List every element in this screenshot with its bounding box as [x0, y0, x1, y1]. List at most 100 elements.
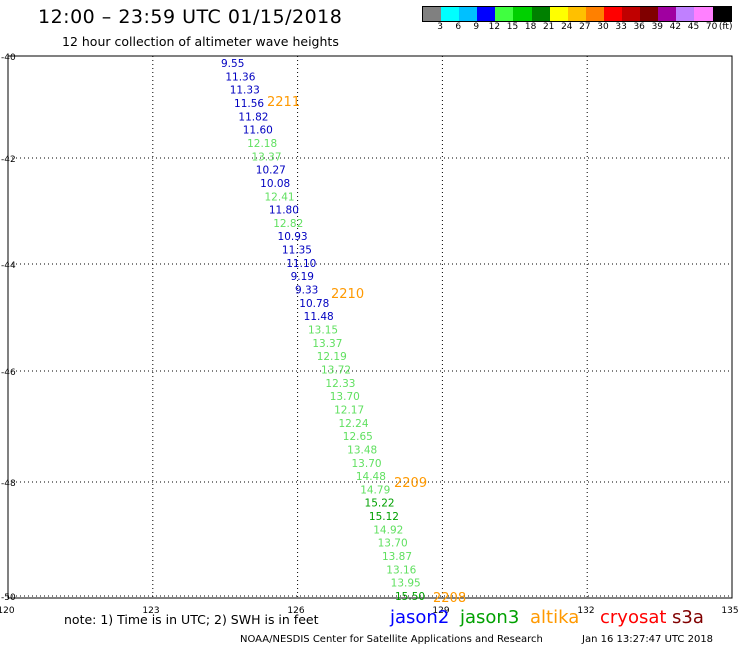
color-scale-label: 18 [524, 22, 537, 32]
color-swatch [477, 7, 496, 21]
wave-height-value: 13.70 [352, 458, 382, 470]
latitude-tick-label: -48 [1, 479, 16, 489]
longitude-tick-label: 132 [577, 606, 594, 616]
wave-height-value: 13.16 [386, 564, 416, 576]
color-swatch [567, 7, 586, 21]
wave-height-value: 12.18 [247, 138, 277, 150]
wave-height-value: 12.41 [265, 191, 295, 203]
longitude-tick-label: 120 [0, 606, 15, 616]
wave-height-value: 9.55 [221, 58, 244, 70]
wave-height-value: 9.33 [295, 285, 318, 297]
color-swatch [658, 7, 677, 21]
color-scale-label: 30 [597, 22, 609, 32]
satellite-legend-s3a: s3a [672, 607, 704, 628]
wave-height-value: 10.93 [278, 231, 308, 243]
wave-height-value: 12.33 [325, 378, 355, 390]
wave-height-value: 10.08 [260, 178, 290, 190]
wave-height-value: 10.78 [299, 298, 329, 310]
wave-height-value: 12.19 [317, 351, 347, 363]
units-note: note: 1) Time is in UTC; 2) SWH is in fe… [64, 612, 319, 627]
color-swatch [423, 7, 442, 21]
wave-height-value: 12.17 [334, 404, 364, 416]
color-scale-label: 6 [455, 22, 462, 32]
color-scale-label: 70 [705, 22, 718, 32]
page-title: 12:00 – 23:59 UTC 01/15/2018 [38, 6, 343, 28]
color-scale-label: 33 [615, 22, 627, 32]
latitude-tick-label: -42 [1, 155, 16, 165]
wave-height-value: 13.15 [308, 325, 338, 337]
color-swatch [513, 7, 532, 21]
wave-height-value: 14.48 [356, 471, 386, 483]
map-frame [7, 55, 733, 599]
wave-height-value: 12.65 [343, 431, 373, 443]
color-scale-label: 45 [687, 22, 700, 32]
wave-height-value: 13.37 [312, 338, 342, 350]
color-scale-label: 15 [506, 22, 519, 32]
wave-height-value: 11.60 [243, 125, 273, 137]
wave-height-value: 13.72 [321, 364, 351, 376]
color-scale-label: 39 [651, 22, 664, 32]
wave-height-value: 13.87 [382, 551, 412, 563]
longitude-tick-label: 135 [721, 606, 738, 616]
wave-height-value: 15.12 [369, 511, 399, 523]
wave-height-value: 12.24 [338, 418, 368, 430]
pass-time-label: 2210 [331, 287, 364, 302]
wave-height-value: 11.36 [225, 71, 255, 83]
wave-height-value: 11.10 [286, 258, 316, 270]
color-swatch [694, 7, 713, 21]
page-subtitle: 12 hour collection of altimeter wave hei… [62, 34, 339, 49]
wave-height-value: 9.19 [291, 271, 314, 283]
satellite-legend-jason3: jason3 [460, 607, 520, 628]
satellite-legend-altika: altika [530, 607, 580, 628]
wave-height-value: 11.48 [304, 311, 334, 323]
wave-height-value: 11.35 [282, 245, 312, 257]
color-scale-bar [422, 6, 732, 22]
wave-height-value: 13.95 [391, 578, 421, 590]
wave-height-value: 11.33 [230, 85, 260, 97]
color-swatch [585, 7, 604, 21]
color-swatch [676, 7, 695, 21]
wave-height-value: 12.82 [273, 218, 303, 230]
color-swatch [441, 7, 460, 21]
color-scale-label: 9 [473, 22, 480, 32]
wave-height-value: 15.50 [395, 591, 425, 603]
longitude-tick-label: 126 [287, 606, 304, 616]
color-scale-label: 21 [542, 22, 555, 32]
satellite-legend-jason2: jason2 [390, 607, 450, 628]
color-swatch [622, 7, 641, 21]
color-swatch [712, 7, 731, 21]
latitude-tick-label: -46 [1, 368, 16, 378]
generated-timestamp: Jan 16 13:27:47 UTC 2018 [582, 634, 714, 645]
color-scale-label: 27 [579, 22, 591, 32]
wave-height-value: 11.82 [238, 111, 268, 123]
latitude-tick-label: -50 [1, 593, 16, 603]
satellite-legend-cryosat: cryosat [600, 607, 667, 628]
pass-time-label: 2208 [433, 591, 466, 606]
color-scale-label: (ft) [718, 22, 733, 32]
color-scale-label: 24 [561, 22, 573, 32]
pass-time-label: 2211 [267, 95, 300, 110]
credit-line: NOAA/NESDIS Center for Satellite Applica… [240, 634, 543, 645]
color-swatch [603, 7, 623, 21]
wave-height-value: 11.56 [234, 98, 264, 110]
color-scale-label: 3 [437, 22, 443, 32]
color-scale-label: 42 [669, 22, 682, 32]
color-swatch [495, 7, 514, 21]
wave-height-value: 14.79 [360, 484, 390, 496]
color-scale-labels: 3 6 9 12 15 18 21 24 27 30 33 36 39 42 45 70 (ft) [422, 22, 740, 34]
pass-time-label: 2209 [394, 476, 427, 491]
wave-height-value: 13.70 [378, 538, 408, 550]
longitude-tick-label: 123 [142, 606, 159, 616]
color-swatch [549, 7, 568, 21]
wave-height-value: 13.70 [330, 391, 360, 403]
wave-height-value: 11.80 [269, 205, 299, 217]
wave-height-value: 15.22 [365, 498, 395, 510]
wave-height-value: 13.48 [347, 444, 377, 456]
color-scale-label: 36 [633, 22, 645, 32]
wave-height-value: 13.37 [251, 151, 281, 163]
latitude-tick-label: -44 [1, 261, 16, 271]
wave-height-value: 14.92 [373, 524, 403, 536]
color-swatch [459, 7, 478, 21]
color-scale-label: 12 [488, 22, 501, 32]
